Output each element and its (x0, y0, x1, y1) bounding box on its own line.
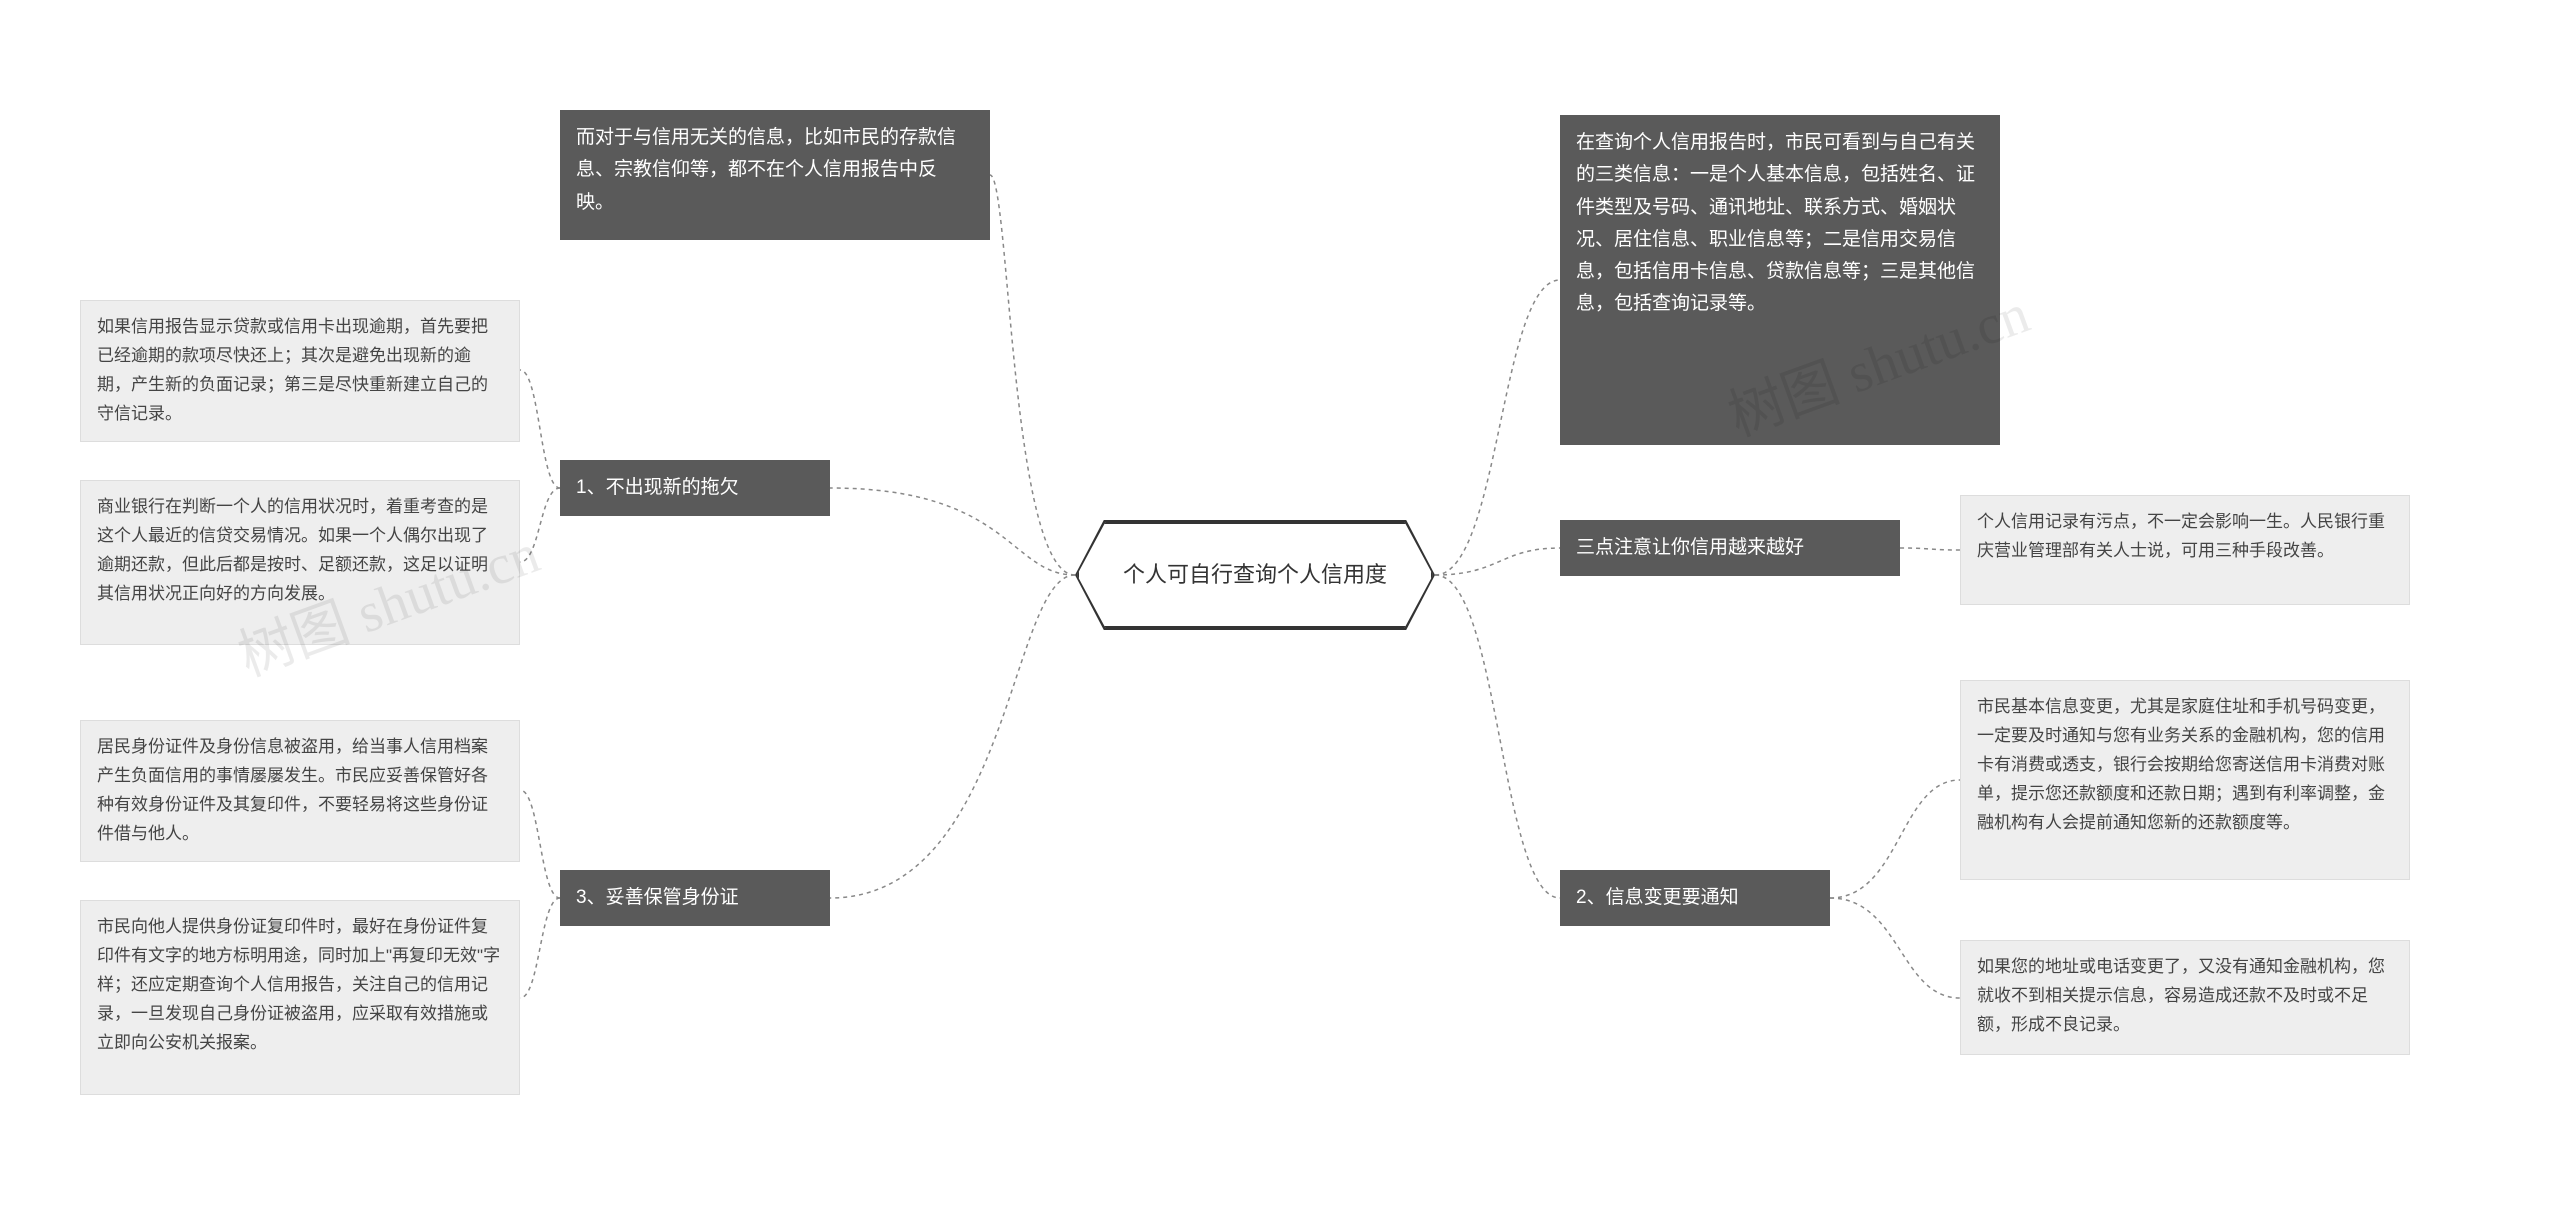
connector-1 (830, 488, 1075, 575)
connector-6 (520, 898, 560, 998)
mindmap-node-R2a: 个人信用记录有污点，不一定会影响一生。人民银行重庆营业管理部有关人士说，可用三种… (1960, 495, 2410, 605)
node-text: 居民身份证件及身份信息被盗用，给当事人信用档案产生负面信用的事情屡屡发生。市民应… (97, 737, 488, 843)
connector-10 (1900, 548, 1960, 550)
mindmap-node-L2: 1、不出现新的拖欠 (560, 460, 830, 516)
node-text: 如果信用报告显示贷款或信用卡出现逾期，首先要把已经逾期的款项尽快还上；其次是避免… (97, 317, 488, 423)
mindmap-node-R3b: 如果您的地址或电话变更了，又没有通知金融机构，您就收不到相关提示信息，容易造成还… (1960, 940, 2410, 1055)
mindmap-node-L2a: 如果信用报告显示贷款或信用卡出现逾期，首先要把已经逾期的款项尽快还上；其次是避免… (80, 300, 520, 442)
connector-7 (1435, 280, 1560, 575)
connector-11 (1830, 780, 1960, 898)
mindmap-node-R3a: 市民基本信息变更，尤其是家庭住址和手机号码变更，一定要及时通知与您有业务关系的金… (1960, 680, 2410, 880)
node-text: 2、信息变更要通知 (1576, 887, 1739, 908)
center-node-text: 个人可自行查询个人信用度 (1123, 556, 1387, 593)
node-text: 市民向他人提供身份证复印件时，最好在身份证件复印件有文字的地方标明用途，同时加上… (97, 917, 500, 1052)
node-text: 市民基本信息变更，尤其是家庭住址和手机号码变更，一定要及时通知与您有业务关系的金… (1977, 697, 2385, 832)
connector-9 (1435, 575, 1560, 898)
mindmap-node-L3: 3、妥善保管身份证 (560, 870, 830, 926)
mindmap-node-L3b: 市民向他人提供身份证复印件时，最好在身份证件复印件有文字的地方标明用途，同时加上… (80, 900, 520, 1095)
node-text: 在查询个人信用报告时，市民可看到与自己有关的三类信息：一是个人基本信息，包括姓名… (1576, 132, 1975, 314)
connector-2 (830, 575, 1075, 898)
mindmap-node-L3a: 居民身份证件及身份信息被盗用，给当事人信用档案产生负面信用的事情屡屡发生。市民应… (80, 720, 520, 862)
connector-3 (520, 370, 560, 488)
node-text: 3、妥善保管身份证 (576, 887, 739, 908)
mindmap-node-L1: 而对于与信用无关的信息，比如市民的存款信息、宗教信仰等，都不在个人信用报告中反映… (560, 110, 990, 240)
connector-12 (1830, 898, 1960, 998)
connector-5 (520, 790, 560, 898)
connector-8 (1435, 548, 1560, 575)
connector-0 (990, 175, 1075, 575)
node-text: 商业银行在判断一个人的信用状况时，着重考查的是这个人最近的信贷交易情况。如果一个… (97, 497, 488, 603)
connector-4 (520, 488, 560, 562)
node-text: 而对于与信用无关的信息，比如市民的存款信息、宗教信仰等，都不在个人信用报告中反映… (576, 127, 956, 213)
mindmap-node-R3: 2、信息变更要通知 (1560, 870, 1830, 926)
node-text: 个人信用记录有污点，不一定会影响一生。人民银行重庆营业管理部有关人士说，可用三种… (1977, 512, 2385, 560)
node-text: 如果您的地址或电话变更了，又没有通知金融机构，您就收不到相关提示信息，容易造成还… (1977, 957, 2385, 1034)
mindmap-node-R2: 三点注意让你信用越来越好 (1560, 520, 1900, 576)
node-text: 三点注意让你信用越来越好 (1576, 537, 1804, 558)
center-node-border: 个人可自行查询个人信用度 (1075, 520, 1435, 630)
mindmap-node-R1: 在查询个人信用报告时，市民可看到与自己有关的三类信息：一是个人基本信息，包括姓名… (1560, 115, 2000, 445)
center-node: 个人可自行查询个人信用度 (1077, 522, 1433, 628)
mindmap-node-L2b: 商业银行在判断一个人的信用状况时，着重考查的是这个人最近的信贷交易情况。如果一个… (80, 480, 520, 645)
node-text: 1、不出现新的拖欠 (576, 477, 739, 498)
